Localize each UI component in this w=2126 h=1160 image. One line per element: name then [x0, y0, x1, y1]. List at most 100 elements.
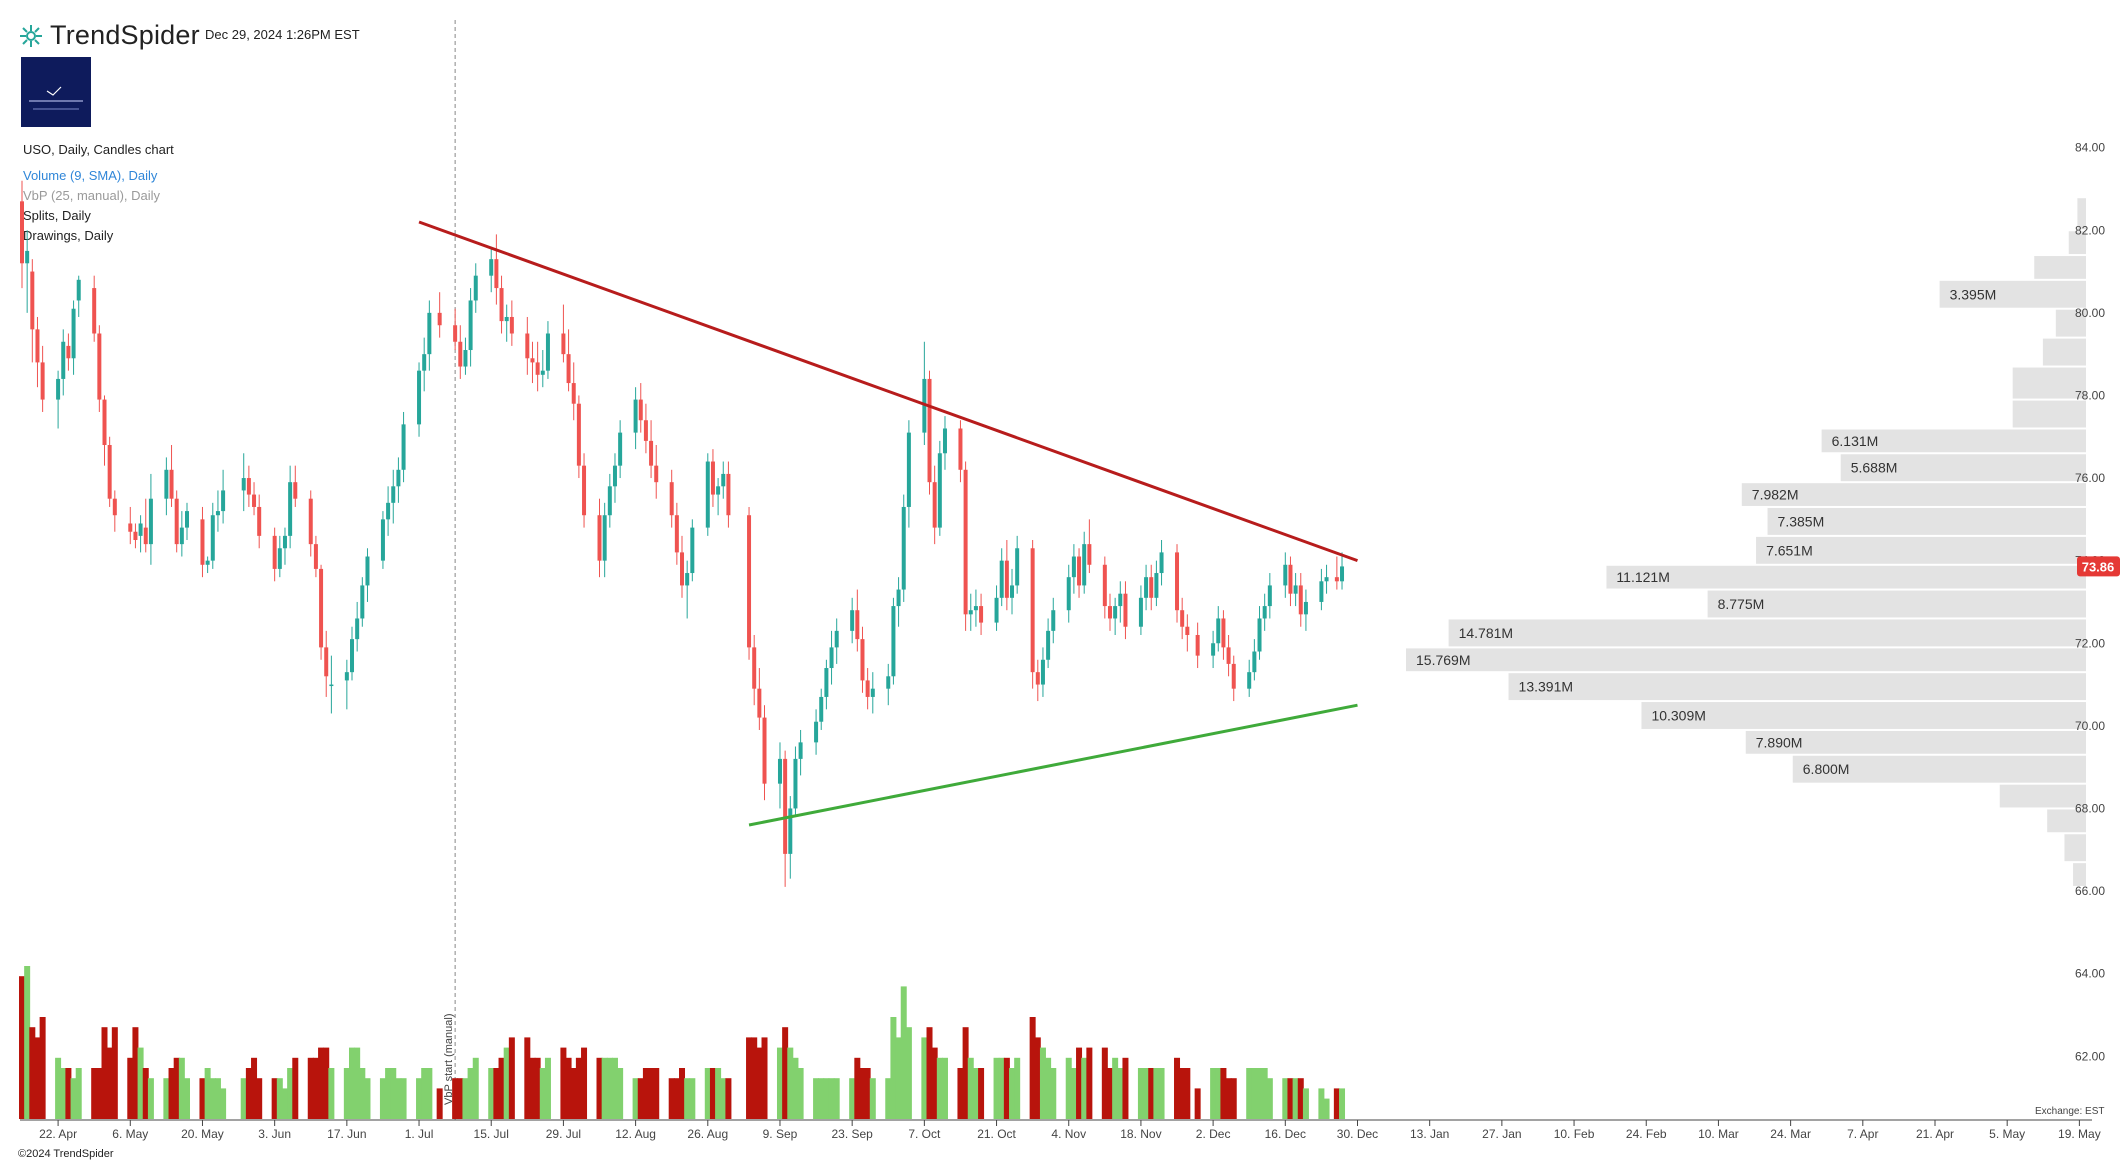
volume-bar: [1050, 1068, 1057, 1119]
candle-body: [1102, 564, 1107, 607]
x-tick-label: 24. Feb: [1626, 1127, 1667, 1141]
candle-body: [355, 618, 360, 640]
volume-bar: [611, 1057, 618, 1119]
candle-body: [489, 259, 494, 276]
candle-body: [92, 288, 97, 334]
brand-name: TrendSpider: [50, 20, 200, 50]
volume-bar: [1220, 1068, 1227, 1119]
volume-bar: [452, 1078, 459, 1119]
volume-bar: [1225, 1078, 1232, 1119]
volume-bar: [642, 1068, 649, 1119]
candle-body: [288, 482, 293, 536]
candle-body: [829, 647, 834, 669]
vbp-value-label: 7.890M: [1756, 734, 1803, 750]
candle-body: [76, 279, 81, 301]
volume-bar: [617, 1068, 624, 1119]
exchange-label: Exchange: EST: [2035, 1106, 2105, 1117]
volume-bar: [312, 1057, 319, 1119]
candle-body: [1010, 585, 1015, 598]
candle-body: [1113, 606, 1118, 619]
volume-bar: [648, 1068, 655, 1119]
x-tick-label: 7. Oct: [908, 1127, 941, 1141]
volume-bar: [498, 1057, 505, 1119]
volume-bar: [1065, 1057, 1072, 1119]
volume-bar: [472, 1057, 479, 1119]
volume-bar: [292, 1057, 299, 1119]
legend-item-drawings[interactable]: Drawings, Daily: [23, 228, 114, 243]
vbp-value-label: 5.688M: [1851, 460, 1898, 476]
y-tick-label: 76.00: [2075, 471, 2105, 485]
volume-bar: [792, 1057, 799, 1119]
candle-body: [427, 312, 432, 355]
candle-body: [1267, 585, 1272, 607]
candle-body: [313, 544, 318, 569]
volume-bar: [256, 1078, 263, 1119]
candle-body: [246, 478, 251, 495]
volume-bar: [493, 1068, 500, 1119]
y-tick-label: 62.00: [2075, 1049, 2105, 1063]
volume-bar: [957, 1068, 964, 1119]
vbp-bar: [1745, 730, 2086, 754]
volume-bar: [1302, 1088, 1309, 1119]
candle-body: [891, 606, 896, 677]
candle-body: [499, 288, 504, 322]
volume-bar: [581, 1047, 588, 1119]
x-tick-label: 12. Aug: [615, 1127, 656, 1141]
volume-bar: [1034, 1037, 1041, 1119]
volume-bar: [132, 1027, 139, 1119]
candle-body: [257, 506, 262, 536]
volume-bar: [575, 1057, 582, 1119]
candle-body: [643, 420, 648, 441]
volume-bar: [1215, 1068, 1222, 1119]
candle-body: [597, 515, 602, 561]
volume-bar: [245, 1068, 252, 1119]
x-tick-label: 15. Jul: [474, 1127, 509, 1141]
volume-bar: [679, 1068, 686, 1119]
candle-body: [1216, 618, 1221, 644]
volume-bar: [220, 1088, 227, 1119]
volume-bar: [859, 1068, 866, 1119]
volume-bar: [890, 1017, 897, 1119]
support-trendline[interactable]: [748, 703, 1358, 827]
candle-body: [1138, 597, 1143, 627]
volume-bar: [704, 1068, 711, 1119]
x-tick-label: 7. Apr: [1847, 1127, 1878, 1141]
volume-bar: [1076, 1047, 1083, 1119]
x-tick-label: 26. Aug: [687, 1127, 728, 1141]
y-tick-label: 80.00: [2075, 306, 2105, 320]
legend-item-volume[interactable]: Volume (9, SMA), Daily: [23, 168, 158, 183]
x-tick-label: 20. May: [181, 1127, 224, 1141]
candle-body: [680, 552, 685, 586]
vbp-bar: [1792, 755, 2086, 783]
volume-bar: [524, 1037, 531, 1119]
candle-body: [576, 403, 581, 466]
legend-item-vbp[interactable]: VbP (25, manual), Daily: [23, 188, 161, 203]
vbp-bar: [2034, 256, 2086, 279]
candle-body: [1046, 630, 1051, 660]
candle-body: [999, 560, 1004, 598]
legend-item-splits[interactable]: Splits, Daily: [23, 208, 91, 223]
vbp-bar: [1821, 429, 2086, 453]
volume-bar: [400, 1078, 407, 1119]
candle-body: [133, 531, 138, 540]
candle-body: [71, 308, 76, 359]
x-tick-label: 10. Feb: [1554, 1127, 1595, 1141]
candle-body: [40, 362, 45, 400]
volume-bar: [1122, 1057, 1129, 1119]
volume-bar: [978, 1068, 985, 1119]
resistance-trendline[interactable]: [418, 220, 1358, 563]
y-tick-label: 66.00: [2075, 884, 2105, 898]
volume-bar: [828, 1078, 835, 1119]
volume-bar: [111, 1027, 118, 1119]
candle-body: [365, 556, 370, 586]
volume-bar: [214, 1078, 221, 1119]
volume-bar: [715, 1068, 722, 1119]
volume-bar: [1158, 1068, 1165, 1119]
volume-bar: [173, 1057, 180, 1119]
candle-body: [401, 424, 406, 470]
volume-bar: [106, 1047, 113, 1119]
candle-body: [329, 684, 334, 687]
last-price-label: 73.86: [2082, 559, 2115, 574]
candle-body: [566, 354, 571, 384]
